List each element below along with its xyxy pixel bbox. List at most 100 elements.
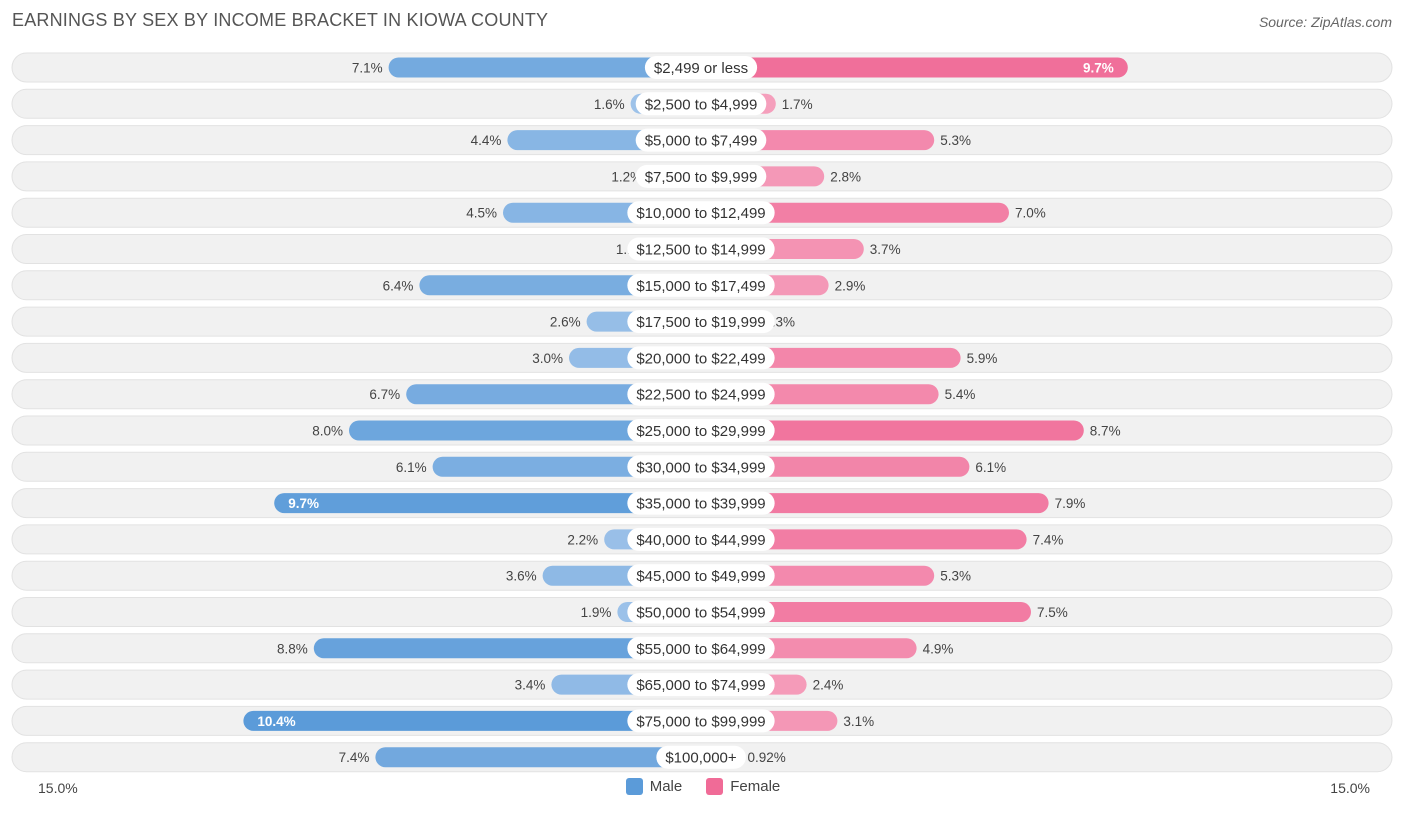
category-pill bbox=[627, 201, 775, 225]
category-pill bbox=[627, 636, 775, 660]
bar-female bbox=[701, 57, 1128, 78]
source-credit: Source: ZipAtlas.com bbox=[1258, 14, 1392, 30]
category-label: $17,500 to $19,999 bbox=[636, 314, 765, 331]
category-pill bbox=[627, 673, 775, 697]
legend-label-female: Female bbox=[730, 778, 781, 795]
category-label: $65,000 to $74,999 bbox=[636, 677, 765, 694]
legend-swatch-male bbox=[625, 778, 643, 795]
category-label: $15,000 to $17,499 bbox=[636, 278, 765, 295]
bar-label-male: 1.6% bbox=[594, 97, 625, 112]
category-pill bbox=[627, 419, 775, 442]
legend-item-male[interactable]: Male bbox=[625, 778, 682, 795]
category-label: $25,000 to $29,999 bbox=[636, 423, 765, 440]
category-label: $45,000 to $49,999 bbox=[636, 568, 765, 585]
category-pill bbox=[627, 527, 775, 551]
category-label: $75,000 to $99,999 bbox=[636, 713, 765, 730]
category-label: $12,500 to $14,999 bbox=[636, 242, 765, 259]
bar-label-female: 2.4% bbox=[813, 678, 844, 693]
bar-male bbox=[375, 747, 701, 768]
bar-male bbox=[349, 420, 701, 441]
chart-title: EARNINGS BY SEX BY INCOME BRACKET IN KIO… bbox=[12, 10, 549, 30]
category-label: $30,000 to $34,999 bbox=[636, 459, 765, 476]
bar-label-male: 1.9% bbox=[581, 605, 612, 620]
bar-label-female: 3.7% bbox=[870, 242, 901, 257]
bar-male bbox=[406, 384, 701, 405]
category-pill bbox=[644, 56, 758, 79]
bar-label-female: 5.3% bbox=[940, 133, 971, 148]
bar-label-male: 10.4% bbox=[257, 714, 295, 729]
category-pill bbox=[656, 745, 746, 769]
category-pill bbox=[627, 455, 775, 479]
category-label: $20,000 to $22,499 bbox=[636, 350, 765, 367]
bar-label-female: 7.0% bbox=[1015, 206, 1046, 221]
legend-item-female[interactable]: Female bbox=[706, 778, 780, 795]
bar-label-female: 7.5% bbox=[1037, 605, 1068, 620]
category-pill bbox=[627, 382, 775, 406]
legend: Male Female bbox=[0, 778, 1406, 795]
bar-label-female: 8.7% bbox=[1090, 424, 1121, 439]
bar-label-male: 1.2% bbox=[611, 169, 642, 184]
axis-left-label: 15.0% bbox=[38, 780, 78, 796]
category-pill bbox=[627, 237, 775, 261]
bar-male bbox=[243, 710, 701, 731]
bar-label-male: 8.8% bbox=[277, 641, 308, 656]
category-pill bbox=[627, 273, 775, 297]
category-pill bbox=[635, 164, 767, 188]
category-label: $50,000 to $54,999 bbox=[636, 605, 765, 622]
category-pill bbox=[627, 310, 775, 334]
bar-male bbox=[313, 638, 701, 659]
category-label: $55,000 to $64,999 bbox=[636, 641, 765, 658]
bar-label-female: 1.7% bbox=[782, 97, 813, 112]
bar-label-female: 7.4% bbox=[1033, 532, 1064, 547]
category-label: $100,000+ bbox=[665, 750, 737, 767]
bar-label-male: 3.0% bbox=[532, 351, 563, 366]
bar-label-male: 4.5% bbox=[466, 206, 497, 221]
category-label: $7,500 to $9,999 bbox=[645, 169, 758, 186]
bar-label-male: 7.1% bbox=[352, 61, 383, 76]
bar-male bbox=[388, 57, 701, 78]
category-pill bbox=[635, 128, 767, 152]
bar-male bbox=[274, 493, 701, 514]
bar-label-male: 4.4% bbox=[471, 133, 502, 148]
bar-label-male: 6.1% bbox=[396, 460, 427, 475]
category-label: $10,000 to $12,499 bbox=[636, 205, 765, 222]
category-label: $2,499 or less bbox=[654, 60, 748, 77]
bar-label-female: 4.9% bbox=[923, 641, 954, 656]
bar-label-male: 2.6% bbox=[550, 315, 581, 330]
bar-female bbox=[701, 493, 1049, 514]
bar-label-female: 5.3% bbox=[940, 569, 971, 584]
category-pill bbox=[627, 709, 775, 733]
bar-label-male: 7.4% bbox=[339, 750, 370, 765]
category-label: $22,500 to $24,999 bbox=[636, 387, 765, 404]
bar-label-female: 5.9% bbox=[967, 351, 998, 366]
category-label: $35,000 to $39,999 bbox=[636, 496, 765, 513]
category-pill bbox=[627, 600, 775, 624]
bar-label-male: 2.2% bbox=[567, 532, 598, 547]
bar-female bbox=[701, 202, 1009, 223]
bar-label-female: 5.4% bbox=[945, 387, 976, 402]
category-pill bbox=[627, 564, 775, 588]
chart-svg: 7.1% 9.7% $2,499 or less 1.6% 1.7% $2,500 to … bbox=[11, 52, 1393, 773]
bar-label-male: 8.0% bbox=[312, 424, 343, 439]
bar-label-female: 2.8% bbox=[830, 169, 861, 184]
bar-label-female: 9.7% bbox=[1083, 61, 1114, 76]
bar-label-female: 0.92% bbox=[747, 750, 785, 765]
category-pill bbox=[627, 491, 775, 515]
category-pill bbox=[635, 92, 767, 116]
bar-female bbox=[701, 420, 1084, 441]
axis-right-label: 15.0% bbox=[1330, 780, 1370, 796]
bar-label-female: 2.9% bbox=[835, 278, 866, 293]
bar-female bbox=[701, 602, 1031, 622]
bar-label-male: 3.6% bbox=[506, 569, 537, 584]
bar-label-male: 3.4% bbox=[515, 678, 546, 693]
bar-female bbox=[701, 529, 1027, 550]
category-pill bbox=[627, 346, 775, 370]
bar-label-female: 7.9% bbox=[1055, 496, 1086, 511]
legend-swatch-female bbox=[706, 778, 724, 795]
category-label: $5,000 to $7,499 bbox=[645, 133, 758, 150]
category-label: $40,000 to $44,999 bbox=[636, 532, 765, 549]
bar-label-male: 6.7% bbox=[369, 387, 400, 402]
category-label: $2,500 to $4,999 bbox=[645, 96, 758, 113]
bar-label-male: 6.4% bbox=[383, 278, 414, 293]
bar-label-male: 9.7% bbox=[288, 496, 319, 511]
